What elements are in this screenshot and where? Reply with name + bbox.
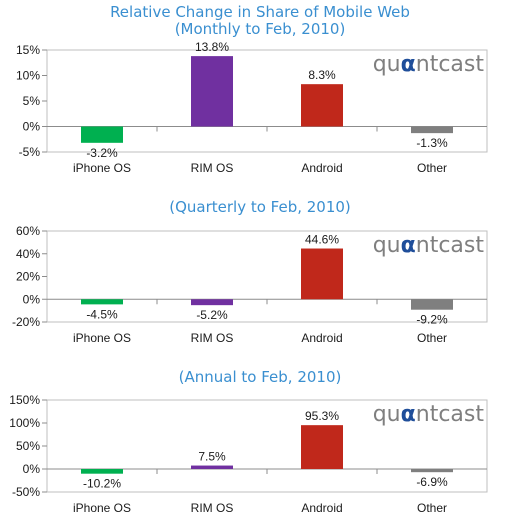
data-label-rim-os: -5.2%: [196, 308, 228, 322]
bar-rim-os: [191, 299, 233, 306]
bar-android: [301, 425, 343, 469]
data-label-iphone-os: -10.2%: [83, 477, 121, 491]
y-tick-label: 40%: [16, 247, 40, 261]
chart-1-title: (Monthly to Feb, 2010): [174, 20, 346, 38]
quantcast-logo: quαntcast: [373, 52, 485, 77]
quantcast-logo: quαntcast: [373, 402, 485, 427]
x-category-label: Android: [301, 331, 342, 345]
data-label-rim-os: 13.8%: [195, 40, 229, 54]
x-category-label: Other: [417, 331, 447, 345]
chart-2-title: (Quarterly to Feb, 2010): [169, 198, 351, 216]
y-tick-label: 150%: [9, 393, 40, 407]
y-tick-label: 15%: [16, 43, 40, 57]
bar-iphone-os: [81, 299, 123, 305]
chart-3-title: (Annual to Feb, 2010): [178, 368, 342, 386]
quantcast-logo: quαntcast: [373, 233, 485, 258]
x-category-label: RIM OS: [191, 501, 234, 515]
data-label-rim-os: 7.5%: [198, 450, 226, 464]
bar-android: [301, 84, 343, 127]
y-tick-label: 100%: [9, 416, 40, 430]
data-label-iphone-os: -3.2%: [86, 146, 118, 160]
bar-other: [411, 469, 453, 473]
x-category-label: Android: [301, 501, 342, 515]
y-tick-label: 20%: [16, 270, 40, 284]
data-label-iphone-os: -4.5%: [86, 307, 118, 321]
data-label-android: 95.3%: [305, 409, 339, 423]
y-tick-label: 0%: [23, 292, 41, 306]
y-tick-label: 0%: [23, 120, 41, 134]
x-category-label: Other: [417, 501, 447, 515]
x-category-label: iPhone OS: [73, 331, 131, 345]
data-label-other: -1.3%: [416, 136, 448, 150]
chart-1-monthly: 15% 10% 5% 0% -5% -3.2%iPhone OS 13.8% RIM OS 8.…: [16, 40, 488, 175]
bar-other: [411, 126, 453, 134]
bar-rim-os: [191, 465, 233, 469]
y-tick-label: -20%: [12, 315, 40, 329]
y-tick-label: 60%: [16, 224, 40, 238]
y-tick-label: -5%: [19, 145, 41, 159]
y-tick-label: 50%: [16, 439, 40, 453]
y-tick-label: -50%: [12, 485, 40, 499]
y-tick-label: 10%: [16, 69, 40, 83]
bar-android: [301, 248, 343, 300]
data-label-other: -9.2%: [416, 313, 448, 327]
bar-rim-os: [191, 56, 233, 127]
x-category-label: RIM OS: [191, 161, 234, 175]
bar-iphone-os: [81, 469, 123, 474]
y-tick-label: 5%: [23, 94, 41, 108]
chart-3-annual: 150% 100% 50% 0% -50% -10.2% iPhone OS 7.5% RIM …: [9, 393, 488, 515]
chart-main-title: Relative Change in Share of Mobile Web: [110, 3, 410, 21]
x-category-label: RIM OS: [191, 331, 234, 345]
x-category-label: iPhone OS: [73, 501, 131, 515]
data-label-android: 8.3%: [308, 68, 336, 82]
x-category-label: iPhone OS: [73, 161, 131, 175]
data-label-android: 44.6%: [305, 233, 339, 247]
bar-iphone-os: [81, 126, 123, 143]
x-category-label: Other: [417, 161, 447, 175]
y-tick-label: 0%: [23, 462, 41, 476]
data-label-other: -6.9%: [416, 475, 448, 489]
chart-2-quarterly: 60% 40% 20% 0% -20% -4.5% iPhone OS -5.2% RIM OS…: [12, 224, 488, 345]
bar-other: [411, 299, 453, 310]
x-category-label: Android: [301, 161, 342, 175]
